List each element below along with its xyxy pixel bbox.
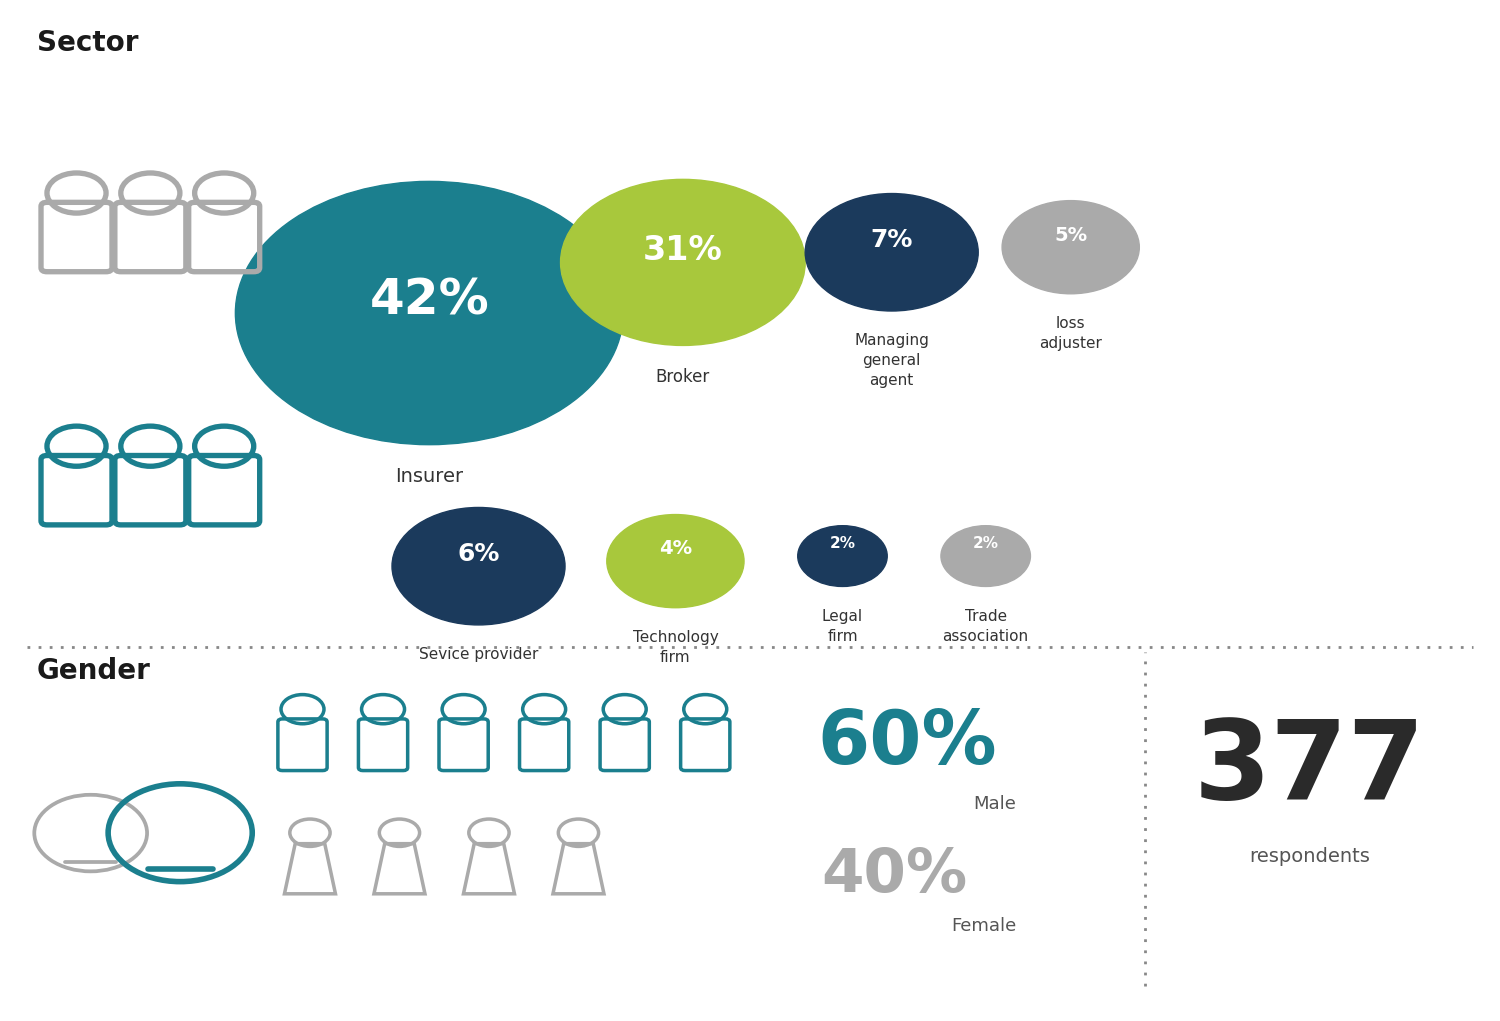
Text: Sector: Sector <box>38 30 138 57</box>
Circle shape <box>798 526 886 586</box>
Text: 31%: 31% <box>644 234 723 266</box>
Text: Male: Male <box>974 795 1017 813</box>
Text: Gender: Gender <box>38 658 152 685</box>
Text: 6%: 6% <box>458 542 500 566</box>
Text: Trade
association: Trade association <box>942 609 1029 643</box>
Text: 42%: 42% <box>369 277 489 325</box>
Text: 2%: 2% <box>830 536 855 551</box>
Text: Legal
firm: Legal firm <box>822 609 862 643</box>
Circle shape <box>806 194 978 311</box>
Text: Broker: Broker <box>656 368 710 386</box>
Text: 40%: 40% <box>822 845 968 905</box>
Circle shape <box>608 515 744 607</box>
Text: 5%: 5% <box>1054 226 1088 245</box>
Text: Technology
firm: Technology firm <box>633 630 718 665</box>
Circle shape <box>1002 200 1140 294</box>
Text: Sevice provider: Sevice provider <box>419 647 538 663</box>
Text: 2%: 2% <box>972 536 999 551</box>
Circle shape <box>236 182 622 445</box>
Text: 60%: 60% <box>818 707 996 780</box>
Text: Managing
general
agent: Managing general agent <box>855 333 928 388</box>
Circle shape <box>561 180 806 345</box>
Text: 7%: 7% <box>870 228 913 252</box>
Text: respondents: respondents <box>1250 847 1370 867</box>
Text: loss
adjuster: loss adjuster <box>1040 317 1102 351</box>
Text: Insurer: Insurer <box>394 467 464 486</box>
Circle shape <box>940 526 1030 586</box>
Text: Female: Female <box>951 917 1017 934</box>
Circle shape <box>392 507 566 625</box>
Text: 377: 377 <box>1194 716 1425 822</box>
Text: 4%: 4% <box>658 539 692 558</box>
